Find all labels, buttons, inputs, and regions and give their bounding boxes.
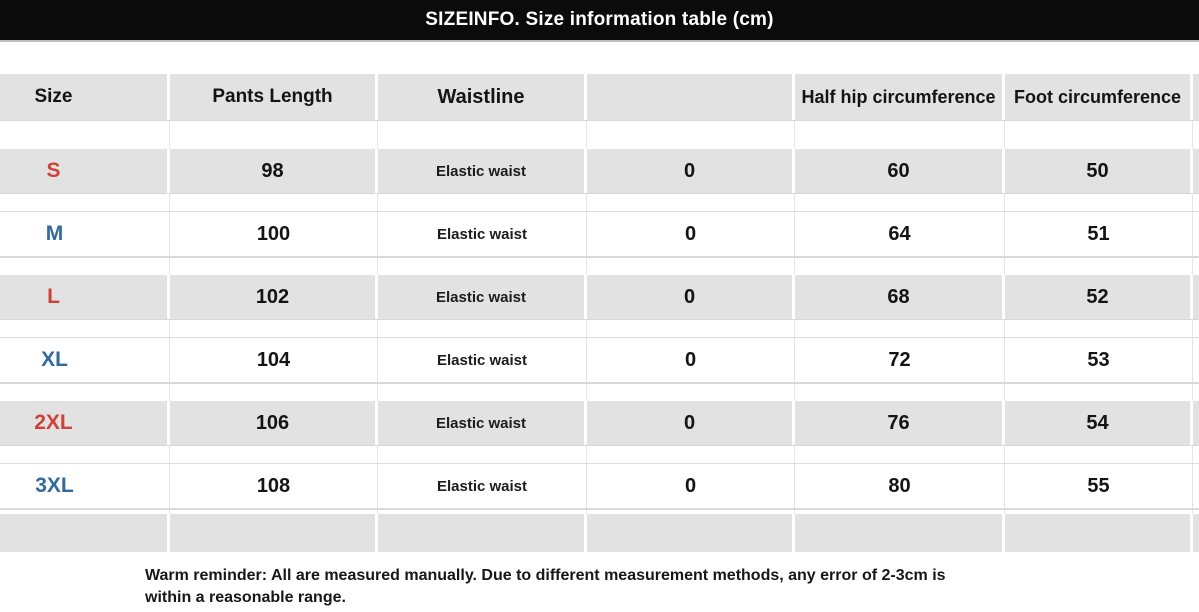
- foot-cell: 52: [1005, 275, 1193, 319]
- pants-length-cell: 104: [170, 338, 378, 382]
- half-hip-cell: 76: [795, 401, 1005, 445]
- foot-cell: 55: [1005, 464, 1193, 508]
- size-label: 2XL: [34, 411, 73, 434]
- pants-length-cell: 106: [170, 401, 378, 445]
- size-label: 3XL: [35, 474, 74, 497]
- column-header-pants-length: Pants Length: [170, 74, 378, 120]
- size-cell: L: [0, 275, 170, 319]
- half-hip-cell: 80: [795, 464, 1005, 508]
- table-row-3xl: 3XL 108 Elastic waist 0 80 55: [0, 463, 1199, 509]
- pants-length-cell: 102: [170, 275, 378, 319]
- title-gap: [0, 42, 1199, 74]
- size-label: S: [46, 159, 61, 182]
- table-row-s: S 98 Elastic waist 0 60 50: [0, 149, 1199, 193]
- spacer-row: [0, 509, 1199, 514]
- foot-cell: 50: [1005, 149, 1193, 193]
- table-row-l: L 102 Elastic waist 0 68 52: [0, 275, 1199, 319]
- size-label: XL: [41, 348, 68, 371]
- size-cell: XL: [0, 338, 170, 382]
- column-header-sliver: [1193, 74, 1199, 120]
- column-header-half-hip: Half hip circumference: [795, 74, 1005, 120]
- waist-value-cell: 0: [587, 338, 795, 382]
- waist-value-cell: 0: [587, 212, 795, 256]
- size-label: M: [45, 222, 64, 245]
- sliver-cell: [1193, 212, 1199, 256]
- size-cell: S: [0, 149, 170, 193]
- spacer-row: [0, 445, 1199, 463]
- sliver-cell: [1193, 149, 1199, 193]
- waistline-cell: Elastic waist: [378, 212, 587, 256]
- waist-value-cell: 0: [587, 149, 795, 193]
- sliver-cell: [1193, 275, 1199, 319]
- half-hip-cell: 60: [795, 149, 1005, 193]
- pants-length-cell: 100: [170, 212, 378, 256]
- size-cell: 2XL: [0, 401, 170, 445]
- measurement-disclaimer: Warm reminder: All are measured manually…: [145, 567, 946, 606]
- column-header-empty: [587, 74, 795, 120]
- table-row-xl: XL 104 Elastic waist 0 72 53: [0, 337, 1199, 383]
- foot-cell: 54: [1005, 401, 1193, 445]
- waist-value-cell: 0: [587, 275, 795, 319]
- size-cell: 3XL: [0, 464, 170, 508]
- spacer-row: [0, 120, 1199, 149]
- waist-value-cell: 0: [587, 464, 795, 508]
- title-bar: SIZEINFO. Size information table (cm): [0, 0, 1199, 42]
- sliver-cell: [1193, 401, 1199, 445]
- foot-cell: 53: [1005, 338, 1193, 382]
- waistline-cell: Elastic waist: [378, 464, 587, 508]
- table-row-2xl: 2XL 106 Elastic waist 0 76 54: [0, 401, 1199, 445]
- spacer-row: [0, 257, 1199, 275]
- sliver-cell: [1193, 338, 1199, 382]
- waistline-cell: Elastic waist: [378, 149, 587, 193]
- table-row-m: M 100 Elastic waist 0 64 51: [0, 211, 1199, 257]
- half-hip-cell: 72: [795, 338, 1005, 382]
- spacer-row: [0, 383, 1199, 401]
- waistline-cell: Elastic waist: [378, 275, 587, 319]
- waistline-cell: Elastic waist: [378, 338, 587, 382]
- column-header-foot: Foot circumference: [1005, 74, 1193, 120]
- half-hip-cell: 64: [795, 212, 1005, 256]
- sliver-cell: [1193, 464, 1199, 508]
- table-header-row: Size Pants Length Waistline Half hip cir…: [0, 74, 1199, 120]
- waistline-cell: Elastic waist: [378, 401, 587, 445]
- half-hip-cell: 68: [795, 275, 1005, 319]
- waist-value-cell: 0: [587, 401, 795, 445]
- spacer-row: [0, 193, 1199, 211]
- pants-length-cell: 98: [170, 149, 378, 193]
- page-title: SIZEINFO. Size information table (cm): [425, 9, 774, 30]
- size-label: L: [47, 285, 60, 308]
- foot-cell: 51: [1005, 212, 1193, 256]
- spacer-row: [0, 319, 1199, 337]
- column-header-waistline: Waistline: [378, 74, 587, 120]
- size-cell: M: [0, 212, 170, 256]
- table-bottom-band: [0, 514, 1199, 552]
- column-header-size: Size: [0, 74, 170, 120]
- pants-length-cell: 108: [170, 464, 378, 508]
